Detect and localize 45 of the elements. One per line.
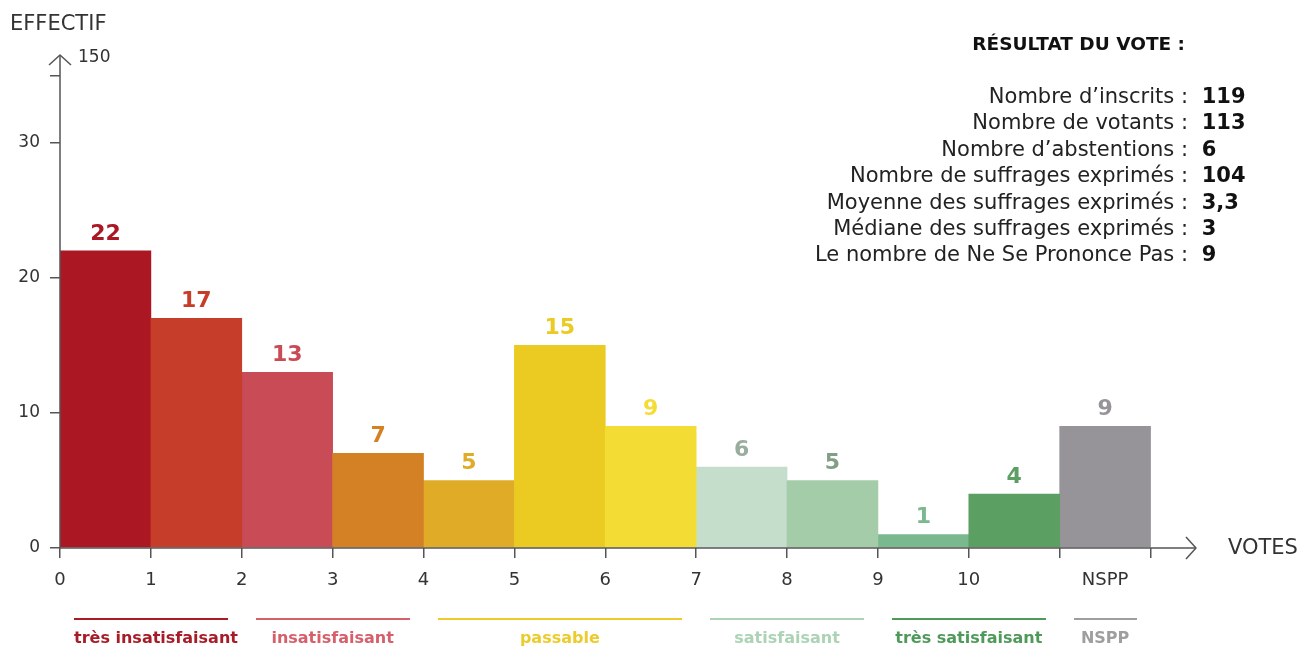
x-tick-label: 9 <box>872 568 884 590</box>
text: passable <box>519 628 600 648</box>
data-label: 5 <box>824 449 841 475</box>
x-tick-label: NSPP <box>1081 568 1129 590</box>
x-tick-label: 6 <box>599 568 612 590</box>
data-label: 9 <box>1097 395 1113 421</box>
annotation: Nombre d’abstentions : 6 <box>941 136 1217 161</box>
x-tick-label: 3 <box>326 568 339 590</box>
data-label: 7 <box>370 422 386 448</box>
x-tick-label: 0 <box>54 568 66 590</box>
data-label: 1 <box>915 503 932 529</box>
text: satisfaisant <box>734 628 840 648</box>
data-label: 17 <box>181 287 212 313</box>
annotation: 150 <box>78 46 111 67</box>
data-label: 6 <box>733 435 750 461</box>
annotation: Le nombre de Ne Se Prononce Pas : 9 <box>815 242 1217 267</box>
data-label: 13 <box>271 341 303 367</box>
text: insatisfaisant <box>271 628 394 648</box>
x-tick-label: 2 <box>236 568 248 590</box>
data-label: 5 <box>461 449 477 475</box>
annotation: Médiane des suffrages exprimés : 3 <box>833 216 1217 240</box>
x-tick-label: 8 <box>781 568 793 590</box>
data-label: 15 <box>544 314 576 340</box>
x-tick-label: 4 <box>417 568 430 590</box>
x-tick-label: 1 <box>145 568 157 590</box>
annotation: Nombre de suffrages exprimés : 104 <box>850 163 1246 188</box>
x-tick-label: 7 <box>690 568 702 590</box>
x-axis-title: VOTES <box>1228 535 1298 560</box>
y-tick-label: 30 <box>18 131 40 152</box>
x-tick-label: 5 <box>508 568 521 590</box>
chart-title: RÉSULTAT DU VOTE : <box>972 33 1185 55</box>
annotation: Moyenne des suffrages exprimés : 3,3 <box>826 189 1239 214</box>
annotation: Nombre de votants : 113 <box>972 110 1246 135</box>
annotation: Nombre d’inscrits : 119 <box>988 84 1246 108</box>
data-label: 4 <box>1006 462 1022 488</box>
y-tick-label: 10 <box>18 401 40 422</box>
y-axis-title: EFFECTIF <box>10 11 107 36</box>
text: très satisfaisant <box>895 628 1043 648</box>
legend-label: NSPP <box>1080 628 1130 648</box>
text: très insatisfaisant <box>74 628 238 648</box>
x-tick-label: 10 <box>957 568 981 590</box>
data-label: 22 <box>90 219 121 245</box>
data-label: 9 <box>643 395 659 421</box>
y-tick-label: 0 <box>29 536 40 557</box>
y-tick-label: 20 <box>18 266 40 287</box>
